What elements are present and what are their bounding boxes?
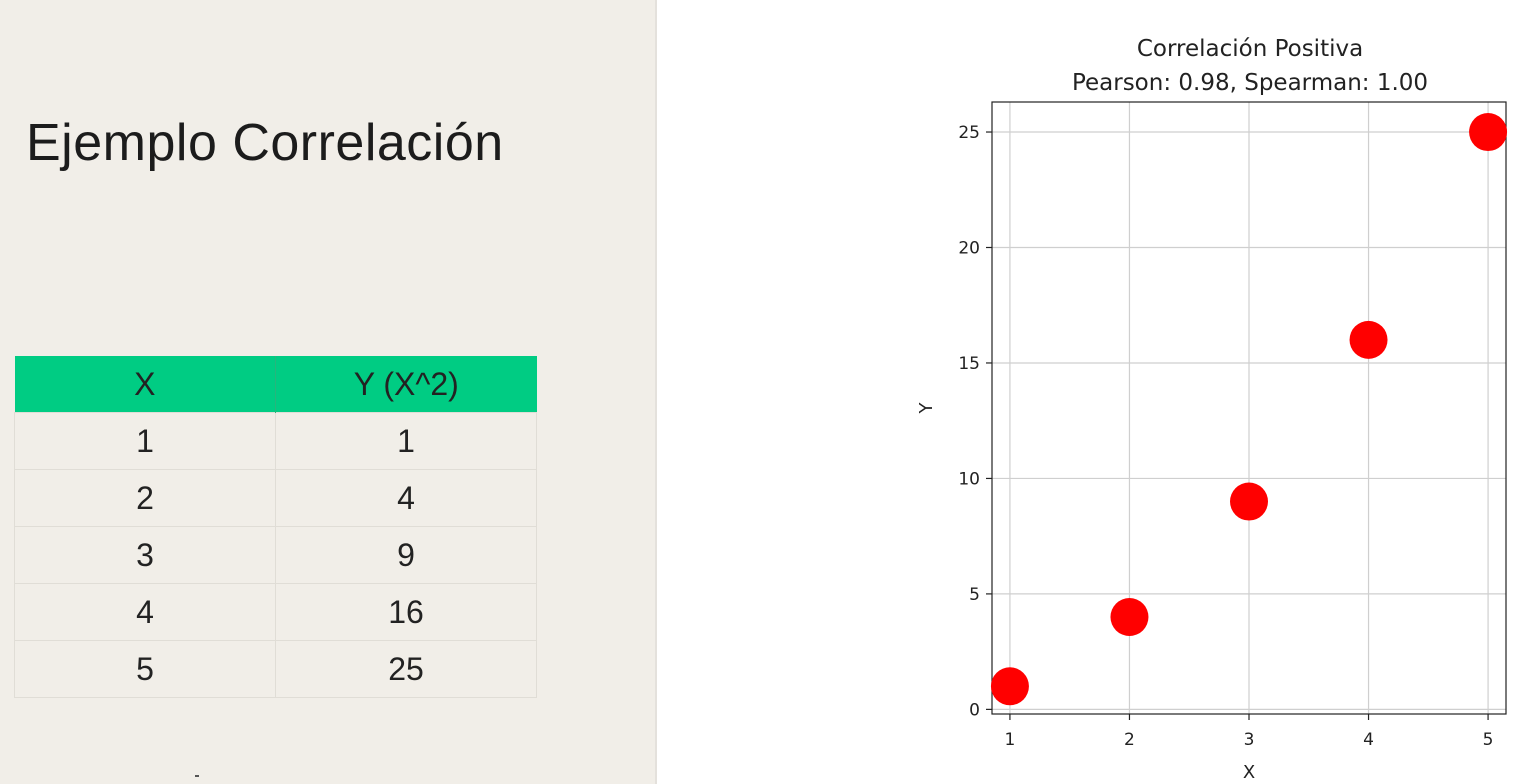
chart-points — [990, 113, 1508, 706]
page-title: Ejemplo Correlación — [26, 114, 504, 172]
x-tick-label: 5 — [1483, 730, 1494, 750]
table-cell: 3 — [14, 526, 276, 584]
table-cell: 16 — [275, 583, 537, 641]
column-header-x: X — [14, 356, 276, 413]
table-cell: 9 — [275, 526, 537, 584]
chart-grid — [992, 102, 1506, 714]
table-cell: 2 — [14, 469, 276, 527]
y-axis-label: Y — [916, 402, 937, 415]
x-tick-label: 4 — [1363, 730, 1374, 750]
data-point — [1230, 482, 1268, 521]
scatter-chart-svg: Correlación Positiva Pearson: 0.98, Spea… — [916, 36, 1508, 783]
table-cell: 25 — [275, 640, 537, 698]
y-tick-label: 15 — [958, 354, 980, 374]
y-tick-label: 20 — [958, 238, 980, 258]
chart-title: Correlación Positiva — [1137, 36, 1363, 62]
data-point — [1110, 598, 1149, 637]
annotation-mark — [195, 775, 199, 777]
slide-panel: Ejemplo Correlación X Y (X^2) 1 1 2 4 3 … — [0, 0, 655, 784]
chart-axes: 1 2 3 4 5 0 5 10 15 20 25 — [958, 101, 1507, 750]
table-cell: 1 — [14, 412, 276, 470]
chart-subtitle: Pearson: 0.98, Spearman: 1.00 — [1072, 70, 1428, 96]
table-row: 2 4 — [14, 469, 537, 527]
slide-divider — [655, 0, 657, 784]
table-header-row: X Y (X^2) — [14, 356, 537, 413]
table-row: 3 9 — [14, 526, 537, 584]
data-point — [1349, 320, 1388, 359]
y-tick-label: 0 — [969, 700, 980, 720]
data-table: X Y (X^2) 1 1 2 4 3 9 4 16 5 25 — [14, 356, 537, 698]
data-point — [990, 667, 1029, 706]
data-point — [1469, 113, 1508, 152]
table-row: 5 25 — [14, 640, 537, 698]
table-cell: 4 — [275, 469, 537, 527]
table-cell: 5 — [14, 640, 276, 698]
x-tick-label: 3 — [1244, 730, 1255, 750]
column-header-y: Y (X^2) — [275, 356, 537, 413]
table-row: 4 16 — [14, 583, 537, 641]
y-tick-label: 5 — [969, 585, 980, 605]
table-cell: 4 — [14, 583, 276, 641]
table-row: 1 1 — [14, 412, 537, 470]
scatter-chart: Correlación Positiva Pearson: 0.98, Spea… — [880, 0, 1532, 784]
y-tick-label: 10 — [958, 469, 980, 489]
x-tick-label: 2 — [1124, 730, 1135, 750]
x-axis-label: X — [1243, 762, 1255, 783]
x-tick-label: 1 — [1005, 730, 1016, 750]
table-cell: 1 — [275, 412, 537, 470]
y-tick-label: 25 — [958, 123, 980, 143]
